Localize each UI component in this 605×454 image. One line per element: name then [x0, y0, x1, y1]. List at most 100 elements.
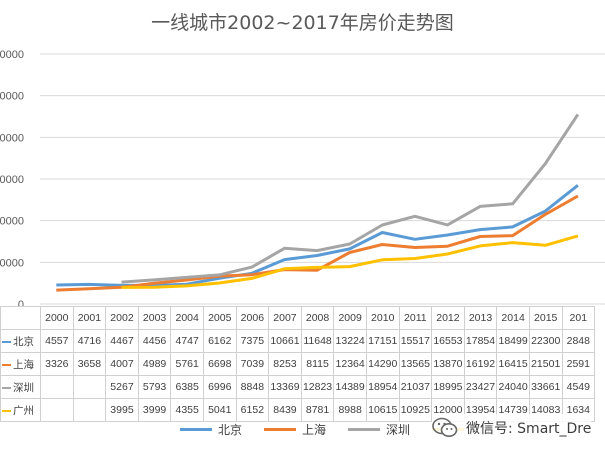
category-label: 2010 — [365, 306, 400, 330]
data-label: 4989 — [137, 352, 172, 376]
y-tick-label: 20000 — [0, 216, 24, 228]
legend-item: 北京 — [180, 421, 242, 438]
data-label: 17854 — [463, 329, 498, 353]
series-key-name: 广州 — [13, 404, 34, 417]
y-tick-label: 10000 — [0, 257, 24, 269]
data-label: 23427 — [463, 375, 498, 399]
series-line-1 — [56, 194, 579, 292]
data-label: 4716 — [72, 329, 107, 353]
data-label: 18995 — [431, 375, 465, 399]
data-label: 2848 — [561, 329, 596, 353]
y-tick-label: 30000 — [0, 174, 24, 186]
series-line-3 — [121, 234, 579, 289]
y-tick-label: 0 — [18, 299, 24, 306]
legend-swatch — [180, 427, 212, 431]
data-label: 3999 — [137, 398, 172, 422]
data-label: 2591 — [561, 352, 596, 376]
category-label: 2009 — [333, 306, 367, 330]
series-key-swatch — [2, 340, 11, 343]
data-label — [72, 398, 107, 422]
data-label: 6162 — [202, 329, 237, 353]
y-axis-ticks: 0 10000 20000 30000 40000 50000 60000 — [0, 49, 24, 306]
data-label: 10661 — [268, 329, 302, 353]
legend-swatch — [348, 427, 381, 431]
data-label: 4557 — [40, 329, 74, 353]
data-label: 5761 — [170, 352, 204, 376]
legend-label: 深圳 — [386, 422, 411, 437]
category-label: 2013 — [463, 306, 498, 330]
data-label: 6996 — [202, 375, 237, 399]
data-label: 8988 — [333, 398, 367, 422]
data-label: 5041 — [202, 398, 237, 422]
data-label: 22300 — [528, 329, 563, 353]
data-label: 13224 — [333, 329, 367, 353]
watermark: 微信号: Smart_Dre — [432, 414, 592, 442]
data-label: 21501 — [528, 352, 563, 376]
legend-item: 上海 — [264, 421, 326, 438]
chart-title: 一线城市2002~2017年房价走势图 — [151, 12, 454, 34]
data-label: 13369 — [268, 375, 302, 399]
data-label: 8115 — [300, 352, 335, 376]
table-header-row: 2000 2001 2002 2003 2004 2005 2006 2007 2008 2009… — [0, 306, 596, 330]
category-label: 2004 — [170, 306, 204, 330]
data-label: 3326 — [40, 352, 74, 376]
series-key-cell: 北京 — [0, 329, 41, 353]
data-label: 21037 — [398, 375, 433, 399]
data-label: 8439 — [268, 398, 302, 422]
data-label: 6698 — [202, 352, 237, 376]
series-key-cell: 深圳 — [0, 375, 41, 399]
wechat-icon — [432, 417, 458, 439]
data-label: 18499 — [496, 329, 530, 353]
y-tick-label: 50000 — [0, 91, 24, 103]
data-label: 4355 — [170, 398, 204, 422]
data-label: 14389 — [333, 375, 367, 399]
data-label: 33661 — [528, 375, 563, 399]
data-label: 16553 — [431, 329, 465, 353]
series-key-swatch — [2, 363, 11, 366]
category-label: 2002 — [105, 306, 139, 330]
data-label: 12364 — [333, 352, 367, 376]
watermark-text: 微信号: Smart_Dre — [466, 421, 592, 437]
table-row: 上海 3326 3658 4007 4989 5761 6698 7039 8253 8115 12… — [0, 352, 596, 376]
series-key-cell: 上海 — [0, 352, 41, 376]
data-label: 4467 — [105, 329, 139, 353]
y-tick-label: 40000 — [0, 132, 24, 144]
data-label: 4456 — [137, 329, 172, 353]
series-key-swatch — [2, 386, 11, 389]
data-label — [40, 398, 74, 422]
category-label: 2006 — [235, 306, 270, 330]
data-label: 12823 — [300, 375, 335, 399]
data-label — [40, 375, 74, 399]
legend-swatch — [264, 427, 297, 431]
data-label: 13565 — [398, 352, 433, 376]
data-label: 4549 — [561, 375, 596, 399]
category-label: 2005 — [202, 306, 237, 330]
data-label: 8848 — [235, 375, 270, 399]
data-label: 6152 — [235, 398, 270, 422]
data-label: 8781 — [300, 398, 335, 422]
category-label: 2014 — [496, 306, 530, 330]
data-label: 3658 — [72, 352, 107, 376]
series-key-name: 深圳 — [13, 381, 34, 394]
data-label: 10615 — [365, 398, 400, 422]
data-label: 16192 — [463, 352, 498, 376]
data-label: 18954 — [365, 375, 400, 399]
category-label: 2000 — [40, 306, 74, 330]
data-label: 17151 — [365, 329, 400, 353]
data-label: 5267 — [105, 375, 139, 399]
data-label: 13870 — [431, 352, 465, 376]
data-label: 8253 — [268, 352, 302, 376]
legend-item: 深圳 — [348, 421, 410, 438]
category-label: 201 — [561, 306, 596, 330]
data-table: 2000 2001 2002 2003 2004 2005 2006 2007 2008 2009… — [0, 306, 596, 422]
data-label: 11648 — [300, 329, 335, 353]
legend-label: 上海 — [302, 422, 327, 437]
series-key-name: 上海 — [13, 358, 34, 371]
data-label: 3995 — [105, 398, 139, 422]
series-key-name: 北京 — [13, 335, 34, 348]
category-label: 2008 — [300, 306, 335, 330]
data-label: 4007 — [105, 352, 139, 376]
gridlines — [40, 53, 605, 305]
data-label: 10925 — [398, 398, 433, 422]
data-label: 24040 — [496, 375, 530, 399]
